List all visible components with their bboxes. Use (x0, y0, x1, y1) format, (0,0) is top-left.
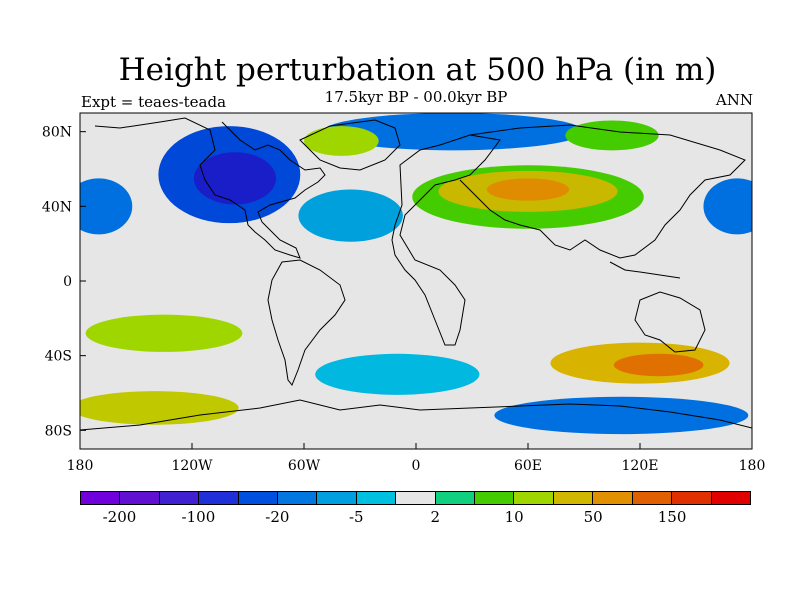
anomaly-south-atlantic-low (315, 353, 480, 395)
plot-subtitle: 17.5kyr BP - 00.0kyr BP (324, 88, 508, 106)
anomaly-north-america-low-core (193, 152, 276, 205)
australia-coastline (634, 291, 706, 353)
lat-tick-label: 0 (63, 274, 72, 290)
colorbar-swatch (238, 492, 279, 504)
lat-tick-label: 80S (45, 423, 72, 439)
anomaly-arctic-low (322, 113, 584, 151)
north-america-coastline (94, 117, 326, 259)
colorbar-swatch (317, 492, 357, 504)
colorbar-swatch (396, 492, 436, 504)
colorbar-swatch (553, 492, 594, 504)
experiment-label: Expt = teaes-teada (81, 93, 227, 111)
colorbar-swatch (672, 492, 712, 504)
colorbar-swatch (356, 492, 397, 504)
asia-coastline (459, 124, 746, 259)
greenland-coastline (299, 119, 401, 171)
anomaly-arctic-high-ne (565, 120, 659, 151)
anomaly-south-pacific-high-2 (80, 391, 239, 425)
lon-tick-label: 0 (412, 458, 421, 474)
colorbar-swatch (475, 492, 515, 504)
anomaly-eurasia-high-peak (486, 178, 570, 201)
colorbar-label: 2 (430, 508, 441, 526)
colorbar-swatch (199, 492, 239, 504)
anomaly-south-pacific-high (85, 314, 243, 352)
lat-tick-label: 80N (42, 125, 72, 141)
europe-africa-coastline (391, 134, 501, 346)
anomaly-greenland-high (304, 126, 379, 156)
lon-tick-label: 60W (288, 458, 321, 474)
lon-tick-label: 120W (171, 458, 213, 474)
colorbar-swatch (632, 492, 673, 504)
anomaly-south-indian-high-core (613, 353, 704, 377)
lon-tick-label: 120E (622, 458, 659, 474)
lon-tick-label: 180 (67, 458, 94, 474)
south-america-coastline (267, 259, 346, 386)
plot-title: Height perturbation at 500 hPa (in m) (118, 52, 717, 88)
colorbar-swatch (120, 492, 160, 504)
colorbar-label: 150 (657, 508, 687, 526)
anomaly-north-atlantic-low (298, 189, 403, 242)
colorbar-label: 10 (504, 508, 524, 526)
colorbar-swatch (81, 492, 121, 504)
colorbar-swatch (593, 492, 633, 504)
indonesia-coastline (609, 261, 681, 279)
colorbar-swatch (159, 492, 200, 504)
colorbar-label: -100 (181, 508, 216, 526)
colorbar-label: -20 (265, 508, 290, 526)
season-label: ANN (715, 91, 753, 109)
antarctica-coastline (80, 399, 752, 431)
anomaly-north-pacific-low-east (703, 178, 752, 235)
colorbar-label: 50 (583, 508, 603, 526)
anomaly-southern-ocean-low (494, 396, 749, 435)
lon-tick-label: 180 (739, 458, 766, 474)
colorbar-swatch (711, 492, 750, 504)
colorbar-swatch (278, 492, 318, 504)
colorbar-swatch (514, 492, 554, 504)
colorbar (80, 491, 751, 505)
anomaly-north-pacific-low (80, 178, 133, 235)
colorbar-swatch (435, 492, 476, 504)
lon-tick-label: 60E (514, 458, 542, 474)
lat-tick-label: 40N (42, 199, 72, 215)
colorbar-label: -200 (102, 508, 137, 526)
lat-tick-label: 40S (45, 349, 72, 365)
colorbar-label: -5 (348, 508, 364, 526)
